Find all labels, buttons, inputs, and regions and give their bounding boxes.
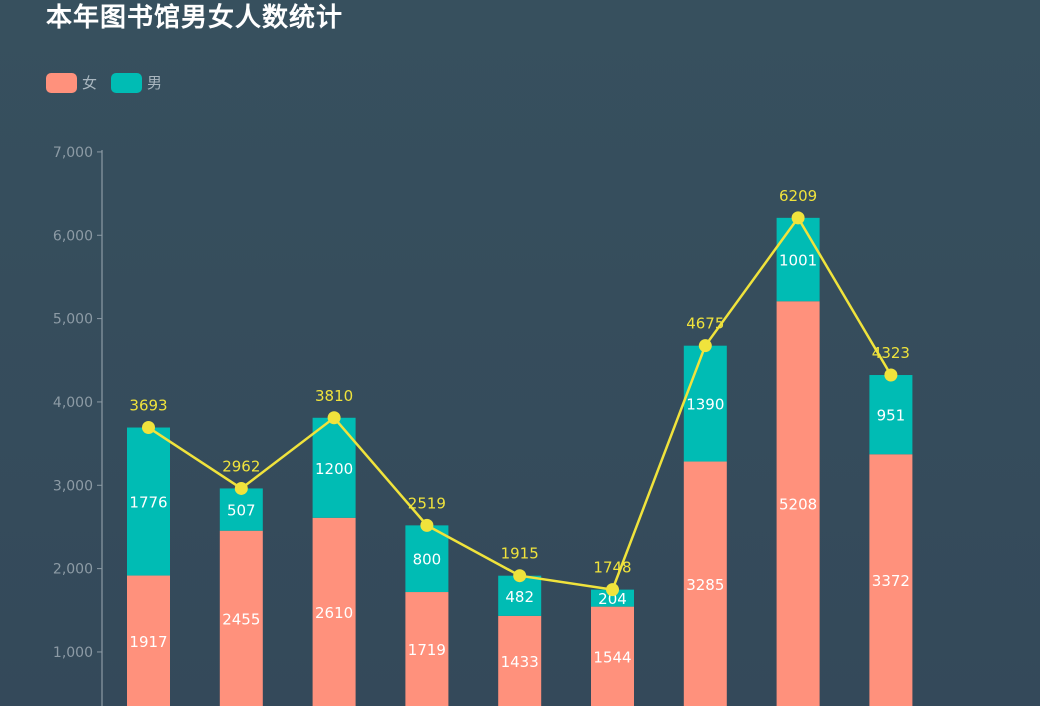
legend-item-female[interactable]: 女 — [46, 72, 97, 93]
bar-female-segment — [498, 615, 542, 706]
bar-male-label: 1200 — [315, 460, 353, 478]
bar-female-label: 5208 — [779, 496, 817, 514]
total-point — [327, 411, 341, 425]
total-point — [142, 421, 155, 435]
bar-male-label: 1001 — [779, 252, 817, 270]
bar-female-segment — [869, 454, 913, 706]
bar-female-label: 2610 — [315, 604, 353, 622]
bar-female-label: 2455 — [222, 610, 260, 628]
total-point — [234, 481, 248, 495]
total-label: 2519 — [408, 494, 446, 512]
bar-male-segment — [683, 345, 727, 462]
total-label: 3810 — [315, 387, 353, 405]
total-label: 1915 — [501, 545, 539, 563]
bar-male-label: 1776 — [129, 494, 167, 512]
y-tick-label: 2,000 — [53, 562, 93, 578]
bar-female-label: 1917 — [129, 633, 167, 651]
total-point — [884, 368, 898, 382]
y-tick-label: 3,000 — [53, 478, 93, 494]
bar-female-segment — [219, 530, 263, 706]
bar-female-label: 1719 — [408, 641, 446, 659]
bar-male-label: 507 — [227, 502, 256, 520]
legend-label-female: 女 — [82, 74, 98, 92]
chart-title: 本年图书馆男女人数统计 — [46, 3, 344, 33]
bar-female-segment — [591, 606, 634, 706]
bar-female-label: 3285 — [686, 576, 724, 594]
bar-male-label: 800 — [413, 551, 442, 569]
bar-male-segment — [219, 488, 263, 531]
bar-male-label: 951 — [877, 407, 906, 425]
bar-male-segment — [127, 427, 170, 576]
total-point — [420, 518, 434, 532]
bar-male-label: 204 — [598, 590, 627, 608]
total-label: 3693 — [129, 397, 167, 415]
total-label: 4323 — [872, 344, 910, 362]
bar-female-label: 1544 — [593, 648, 631, 666]
total-label: 6209 — [779, 187, 817, 205]
bar-male-segment — [498, 575, 542, 616]
bar-female-label: 3372 — [872, 572, 910, 590]
bar-male-segment — [869, 375, 913, 455]
bar-male-segment — [405, 525, 449, 593]
legend-swatch-male — [111, 72, 143, 93]
legend: 女 男 — [46, 72, 176, 93]
total-label: 1748 — [593, 559, 631, 577]
legend-label-male: 男 — [147, 74, 163, 92]
total-point — [606, 583, 619, 597]
bar-female-label: 1433 — [501, 653, 539, 671]
bar-female-segment — [683, 461, 727, 706]
bar-male-label: 1390 — [686, 396, 724, 414]
bar-female-segment — [776, 301, 820, 706]
legend-swatch-female — [46, 72, 77, 93]
legend-item-male[interactable]: 男 — [111, 72, 162, 93]
total-label: 4675 — [686, 315, 724, 333]
bar-male-segment — [591, 589, 634, 607]
total-point — [791, 211, 805, 225]
y-tick-label: 6,000 — [53, 228, 93, 244]
total-label: 2962 — [222, 457, 260, 475]
bar-female-segment — [405, 592, 449, 706]
bar-female-segment — [312, 517, 356, 706]
y-tick-label: 7,000 — [53, 145, 93, 161]
total-point — [698, 339, 712, 353]
bar-female-segment — [127, 575, 170, 706]
y-tick-label: 4,000 — [53, 395, 93, 411]
y-tick-label: 5,000 — [53, 312, 93, 328]
bar-male-segment — [776, 217, 820, 302]
y-tick-label: 1,000 — [53, 645, 93, 661]
total-point — [513, 569, 527, 583]
bar-male-label: 482 — [505, 588, 534, 606]
